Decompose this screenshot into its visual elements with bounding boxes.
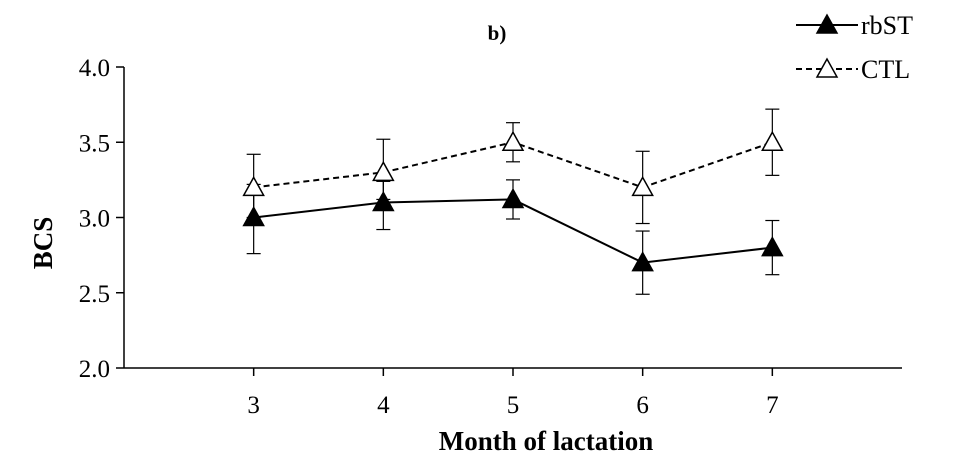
y-tick-label: 3.5 xyxy=(79,130,110,157)
x-tick-label: 5 xyxy=(507,392,520,419)
series-ctl xyxy=(242,108,784,225)
y-axis-title: BCS xyxy=(28,217,58,270)
data-point-rbst xyxy=(761,236,784,257)
x-ticks: 3 4 5 6 7 xyxy=(247,368,779,419)
y-tick-label: 2.5 xyxy=(79,281,110,308)
data-point-ctl xyxy=(631,175,654,197)
y-tick-label: 3.0 xyxy=(79,206,110,233)
y-tick-label: 4.0 xyxy=(79,55,110,82)
data-point-rbst xyxy=(501,187,525,209)
x-tick-label: 6 xyxy=(636,392,649,419)
y-ticks: 2.0 2.5 3.0 3.5 4.0 xyxy=(79,55,124,383)
data-point-ctl xyxy=(372,160,395,182)
panel-label: b) xyxy=(488,21,507,45)
x-tick-label: 4 xyxy=(377,392,390,419)
legend: rbST CTL xyxy=(796,11,913,84)
x-tick-label: 7 xyxy=(766,392,779,419)
legend-item-rbst: rbST xyxy=(796,11,913,40)
data-point-ctl xyxy=(242,175,265,197)
data-point-rbst xyxy=(372,190,395,212)
plot-area xyxy=(242,108,784,295)
series-rbst xyxy=(242,179,784,295)
data-point-ctl xyxy=(501,130,525,151)
legend-ctl-marker xyxy=(815,57,839,78)
x-tick-label: 3 xyxy=(247,392,260,419)
data-point-rbst xyxy=(631,251,654,272)
legend-item-ctl: CTL xyxy=(796,55,910,84)
data-point-ctl xyxy=(761,130,784,151)
legend-rbst-marker xyxy=(815,13,839,34)
legend-rbst-label: rbST xyxy=(861,11,913,40)
legend-ctl-label: CTL xyxy=(861,55,910,84)
x-axis-title: Month of lactation xyxy=(439,426,653,456)
y-tick-label: 2.0 xyxy=(79,356,110,383)
